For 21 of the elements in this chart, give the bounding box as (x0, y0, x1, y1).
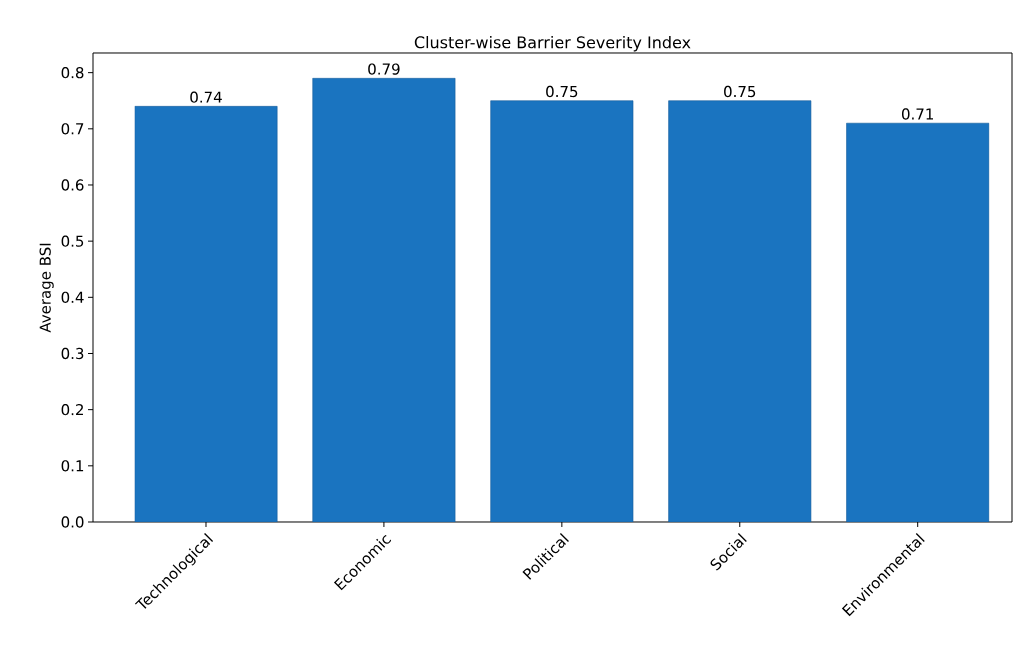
y-tick-label: 0.5 (61, 235, 84, 247)
data-label: 0.75 (724, 85, 756, 98)
bar (846, 122, 990, 522)
bar (134, 106, 278, 522)
bar (490, 100, 634, 522)
data-label: 0.71 (901, 108, 934, 120)
chart-title: Cluster-wise Barrier Severity Index (414, 35, 691, 52)
y-tick-label: 0.1 (61, 460, 84, 472)
data-label: 0.79 (368, 63, 400, 75)
y-tick-label: 0.4 (61, 291, 84, 303)
y-tick-label: 0.3 (61, 347, 84, 360)
y-tick-label: 0.0 (61, 516, 84, 528)
y-tick-label: 0.8 (61, 66, 84, 79)
bar (668, 100, 812, 522)
data-label: 0.74 (190, 91, 222, 103)
y-tick-label: 0.7 (61, 123, 84, 135)
data-label: 0.75 (546, 85, 578, 98)
y-axis-title: Average BSI (39, 243, 54, 333)
y-tick-label: 0.2 (61, 403, 83, 416)
y-tick-label: 0.6 (61, 179, 84, 191)
bar (312, 77, 456, 522)
